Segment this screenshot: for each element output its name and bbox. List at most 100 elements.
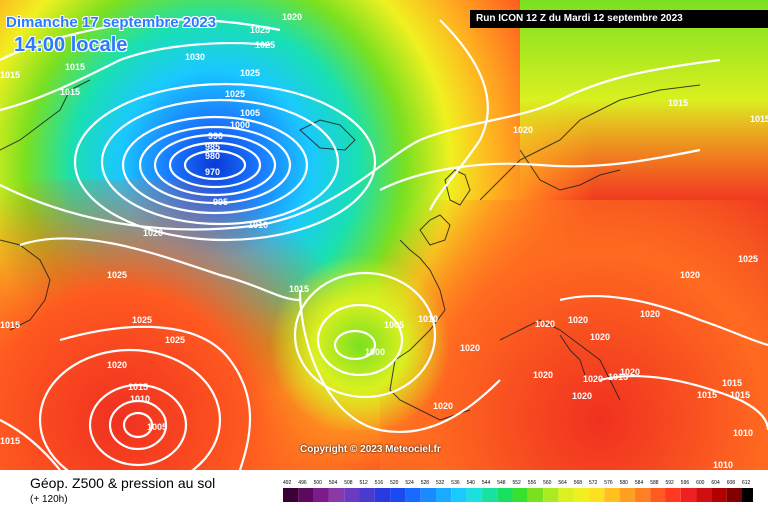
legend-swatch: [573, 488, 589, 502]
isobar-label: 1010: [713, 460, 733, 470]
isobar-label: 1015: [65, 62, 85, 72]
legend-swatch: [711, 488, 727, 502]
legend-tick-label: 604: [711, 480, 720, 486]
isobar-label: 1030: [185, 52, 205, 62]
isobar-label: 1020: [535, 319, 555, 329]
isobar-label: 1025: [255, 40, 275, 50]
legend-swatch: [619, 488, 635, 502]
legend-tick-label: 552: [512, 480, 521, 486]
isobar-label: 1020: [433, 401, 453, 411]
legend-swatch: [390, 488, 406, 502]
legend-tick-label: 564: [558, 480, 567, 486]
legend-tick-label: 592: [665, 480, 674, 486]
legend-tick-label: 612: [742, 480, 751, 486]
legend-swatch: [680, 488, 697, 502]
legend-tick-label: 528: [420, 480, 430, 486]
coastlines: [0, 79, 701, 421]
isobar-label: 1005: [384, 320, 404, 330]
legend-swatch: [650, 488, 666, 502]
legend-tick-label: 544: [481, 480, 491, 486]
legend-swatch: [696, 488, 712, 502]
legend-tick-label: 608: [726, 480, 736, 486]
legend-swatch: [742, 488, 753, 502]
legend-tick-label: 512: [359, 480, 368, 486]
legend-swatch: [374, 488, 391, 502]
isobar-label: 1015: [722, 378, 742, 388]
isobar-label: 970: [205, 167, 220, 177]
legend-tick-label: 520: [390, 480, 399, 486]
legend-tick-label: 580: [619, 480, 628, 486]
isobar-label: 1010: [418, 314, 438, 324]
legend-tick-label: 584: [634, 480, 644, 486]
run-banner: Run ICON 12 Z du Mardi 12 septembre 2023: [470, 10, 768, 28]
isobar-label: 1015: [668, 98, 688, 108]
isobar-label: 1020: [533, 370, 553, 380]
legend-swatch: [604, 488, 620, 502]
isobar-label: 1020: [460, 343, 480, 353]
isobar-label: 1025: [225, 89, 245, 99]
legend-swatch: [313, 488, 329, 502]
isobar-label: 1010: [130, 394, 150, 404]
legend-tick-label: 504: [328, 480, 338, 486]
legend-tick-label: 548: [497, 480, 506, 486]
legend-swatch: [436, 488, 452, 502]
copyright-notice: Copyright © 2023 Meteociel.fr: [300, 444, 441, 455]
isobar-label: 1025: [107, 270, 127, 280]
isobars: [0, 18, 768, 470]
legend-tick-label: 596: [680, 480, 690, 486]
isobar-label: 1015: [128, 382, 148, 392]
legend-swatch: [527, 488, 544, 502]
isobar-label: 990: [208, 131, 223, 141]
isobar-label: 1015: [697, 390, 717, 400]
legend-tick-label: 524: [405, 480, 414, 486]
isobar-label: 980: [205, 151, 220, 161]
legend-swatch: [481, 488, 498, 502]
isobar-label: 1025: [165, 335, 185, 345]
isobar-label: 1020: [680, 270, 700, 280]
isobar-label: 1020: [620, 367, 640, 377]
isobar-label: 1015: [0, 70, 20, 80]
forecast-time: 14:00 locale: [14, 34, 128, 56]
legend-swatch: [298, 488, 314, 502]
isobar-label: 1000: [230, 120, 250, 130]
legend-swatch: [543, 488, 559, 502]
isobar-label: 1020: [640, 309, 660, 319]
isobar-label: 1020: [143, 228, 163, 238]
legend-tick-label: 508: [344, 480, 353, 486]
isobar-label: 1015: [289, 284, 309, 294]
legend-swatch: [283, 488, 299, 502]
isobar-label: 1020: [568, 315, 588, 325]
legend-tick-label: 576: [604, 480, 613, 486]
legend-swatch: [451, 488, 467, 502]
isobar-label: 1015: [750, 114, 768, 124]
legend-swatch: [512, 488, 528, 502]
legend-tick-label: 516: [374, 480, 384, 486]
legend-swatch: [466, 488, 482, 502]
legend-swatch: [420, 488, 436, 502]
legend-swatch: [359, 488, 375, 502]
legend-swatch: [634, 488, 651, 502]
legend-tick-label: 556: [527, 480, 537, 486]
legend-tick-label: 492: [283, 480, 292, 486]
legend-swatch: [497, 488, 513, 502]
legend-swatch: [665, 488, 681, 502]
legend-swatch: [558, 488, 574, 502]
legend-tick-label: 500: [313, 480, 322, 486]
legend-tick-label: 560: [543, 480, 552, 486]
legend-swatch: [589, 488, 605, 502]
forecast-date: Dimanche 17 septembre 2023: [6, 14, 217, 31]
isobar-label: 1005: [147, 422, 167, 432]
legend-tick-label: 536: [451, 480, 460, 486]
legend-tick-label: 496: [298, 480, 307, 486]
legend-swatch: [726, 488, 742, 502]
weather-map: 1020 1025 1025 1030 1015 1025 1015 1015 …: [0, 0, 768, 470]
isobar-label: 1020: [282, 12, 302, 22]
legend-tick-label: 540: [466, 480, 475, 486]
forecast-lead-time: (+ 120h): [30, 494, 68, 505]
isobar-label: 1010: [248, 220, 268, 230]
isobar-label: 1015: [0, 320, 20, 330]
map-title: Géop. Z500 & pression au sol: [30, 475, 216, 491]
isobar-label: 1025: [132, 315, 152, 325]
isobar-label: 1025: [240, 68, 260, 78]
isobar-labels: 1020 1025 1025 1030 1015 1025 1015 1015 …: [0, 12, 768, 470]
